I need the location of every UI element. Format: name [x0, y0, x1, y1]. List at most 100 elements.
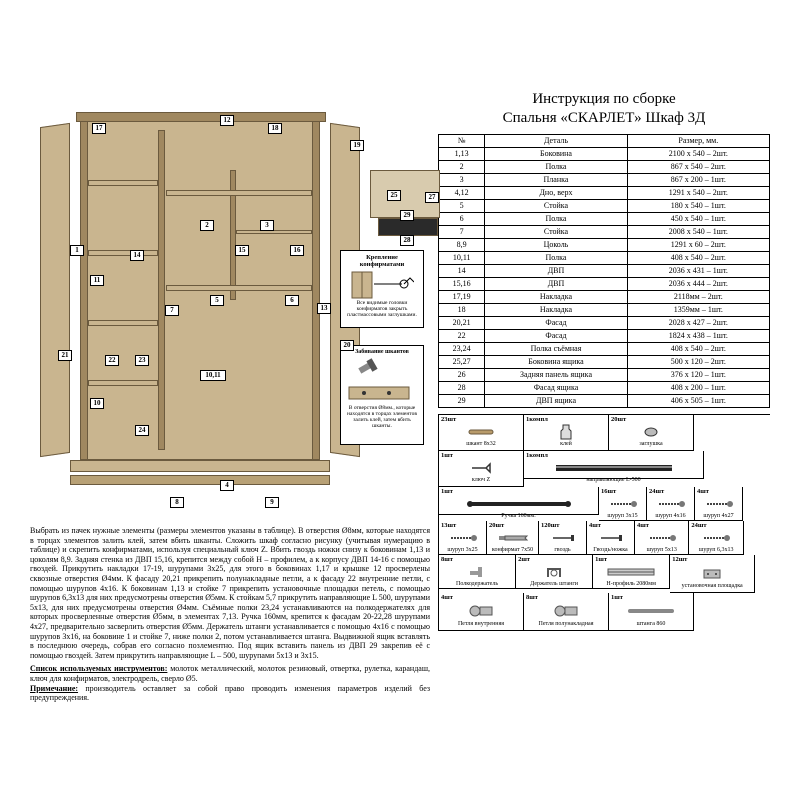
hardware-cell: 2штДержатель штанги: [516, 555, 593, 589]
hw-qty: 13шт: [441, 522, 456, 529]
hw-label: Гвоздь/ножка: [589, 547, 632, 553]
callout-28: 28: [400, 235, 414, 246]
title-line2: Спальня «СКАРЛЕТ» Шкаф 3Д: [503, 110, 706, 126]
hw-qty: 24шт: [649, 488, 664, 495]
hw-qty: 4шт: [637, 522, 649, 529]
callout-23: 23: [135, 355, 149, 366]
callout-10: 10: [90, 398, 104, 409]
cell-size: 2036 х 444 – 2шт.: [627, 277, 769, 290]
cell-name: Накладка: [485, 290, 627, 303]
cell-size: 500 х 120 – 2шт.: [627, 355, 769, 368]
hw-label: шуруп 5x13: [637, 547, 686, 553]
table-row: 17,19Накладка2118мм – 2шт.: [439, 290, 770, 303]
detail-dowel: Забивание шкантов В отверстия Ø8мм., кот…: [340, 345, 424, 445]
hw-qty: 4шт: [589, 522, 601, 529]
table-row: 20,21Фасад2028 х 427 – 2шт.: [439, 316, 770, 329]
hw-label: шуруп 3x25: [441, 547, 484, 553]
callout-22: 22: [105, 355, 119, 366]
cell-name: Полка: [485, 160, 627, 173]
cell-name: Фасад ящика: [485, 381, 627, 394]
callout-27: 27: [425, 192, 439, 203]
callout-10,11: 10,11: [200, 370, 226, 381]
instructions-text: Выбрать из пачек нужные элементы (размер…: [30, 526, 430, 703]
parts-header-row: № Деталь Размер, мм.: [439, 134, 770, 147]
callout-3: 3: [260, 220, 274, 231]
hw-icon: [489, 531, 536, 545]
cell-size: 1291 х 540 – 2шт.: [627, 186, 769, 199]
cell-num: 5: [439, 199, 485, 212]
callout-20: 20: [340, 340, 354, 351]
hw-label: конфирмат 7x50: [489, 547, 536, 553]
cell-name: Полка: [485, 251, 627, 264]
table-row: 15,16ДВП2036 х 444 – 2шт.: [439, 277, 770, 290]
hw-label: клей: [526, 441, 606, 447]
hw-qty: 1шт: [441, 488, 453, 495]
hw-icon: [526, 603, 606, 620]
table-row: 1,13Боковина2100 х 540 – 2шт.: [439, 147, 770, 160]
cell-name: Фасад: [485, 316, 627, 329]
cell-num: 25,27: [439, 355, 485, 368]
hw-qty: 12шт: [672, 556, 687, 563]
cell-size: 2036 х 431 – 1шт.: [627, 264, 769, 277]
callout-16: 16: [290, 245, 304, 256]
hw-label: заглушка: [611, 441, 691, 447]
callout-17: 17: [92, 123, 106, 134]
cell-size: 1291 х 60 – 2шт.: [627, 238, 769, 251]
callout-6: 6: [285, 295, 299, 306]
hw-qty: 1шт: [441, 452, 453, 459]
note-text: производитель оставляет за собой право п…: [30, 684, 430, 703]
hw-icon: [441, 603, 521, 620]
cell-name: Боковина: [485, 147, 627, 160]
cell-num: 4,12: [439, 186, 485, 199]
callout-29: 29: [400, 210, 414, 221]
cell-size: 1824 х 438 – 1шт.: [627, 329, 769, 342]
table-row: 23,24Полка съёмная408 х 540 – 2шт.: [439, 342, 770, 355]
hw-qty: 8шт: [441, 556, 453, 563]
hw-label: шуруп 4x16: [649, 513, 692, 519]
hw-icon: [441, 497, 596, 511]
hw-label: Ручка 160мм.: [441, 513, 596, 519]
hw-icon: [518, 565, 590, 579]
callout-9: 9: [265, 497, 279, 508]
callout-15: 15: [235, 245, 249, 256]
exploded-diagram: Крепление конфирматами Все видимые голов…: [30, 90, 430, 520]
hw-qty: 20шт: [611, 416, 626, 423]
callout-11: 11: [90, 275, 104, 286]
cell-size: 408 х 540 – 2шт.: [627, 342, 769, 355]
cell-num: 17,19: [439, 290, 485, 303]
hw-icon: [541, 531, 584, 545]
cell-num: 15,16: [439, 277, 485, 290]
hardware-cell: 4штПетля внутренняя: [439, 593, 524, 631]
callout-1: 1: [70, 245, 84, 256]
cell-name: Стойка: [485, 225, 627, 238]
page-content: Крепление конфирматами Все видимые голов…: [30, 90, 770, 703]
cell-num: 7: [439, 225, 485, 238]
hw-qty: 20шт: [489, 522, 504, 529]
hardware-cell: 13шт шуруп 3x25: [439, 521, 487, 555]
hw-label: установочная площадка: [672, 583, 752, 589]
hardware-grid: 23штшкант 8x321комплклей20штзаглушка1штк…: [438, 414, 770, 631]
tools-label: Список используемых инструментов:: [30, 664, 167, 673]
callout-2: 2: [200, 220, 214, 231]
cell-size: 2028 х 427 – 2шт.: [627, 316, 769, 329]
hw-icon: [589, 531, 632, 545]
dowel-icon: [344, 357, 414, 405]
cell-size: 867 х 200 – 1шт.: [627, 173, 769, 186]
left-column: Крепление конфирматами Все видимые голов…: [30, 90, 430, 703]
detail1-title: Крепление конфирматами: [344, 254, 420, 268]
cell-name: Полка съёмная: [485, 342, 627, 355]
hardware-cell: 8штПетля полунакладная: [524, 593, 609, 631]
hw-icon: [441, 565, 513, 579]
cell-name: Стойка: [485, 199, 627, 212]
hw-qty: 1компл: [526, 452, 548, 459]
cell-size: 2008 х 540 – 1шт.: [627, 225, 769, 238]
cell-name: Задняя панель ящика: [485, 368, 627, 381]
instructions-body: Выбрать из пачек нужные элементы (размер…: [30, 526, 430, 660]
cell-num: 26: [439, 368, 485, 381]
hw-qty: 24шт: [691, 522, 706, 529]
callout-12: 12: [220, 115, 234, 126]
callout-7: 7: [165, 305, 179, 316]
cell-size: 408 х 540 – 2шт.: [627, 251, 769, 264]
hw-icon: [441, 531, 484, 545]
hw-qty: 1шт: [611, 594, 623, 601]
